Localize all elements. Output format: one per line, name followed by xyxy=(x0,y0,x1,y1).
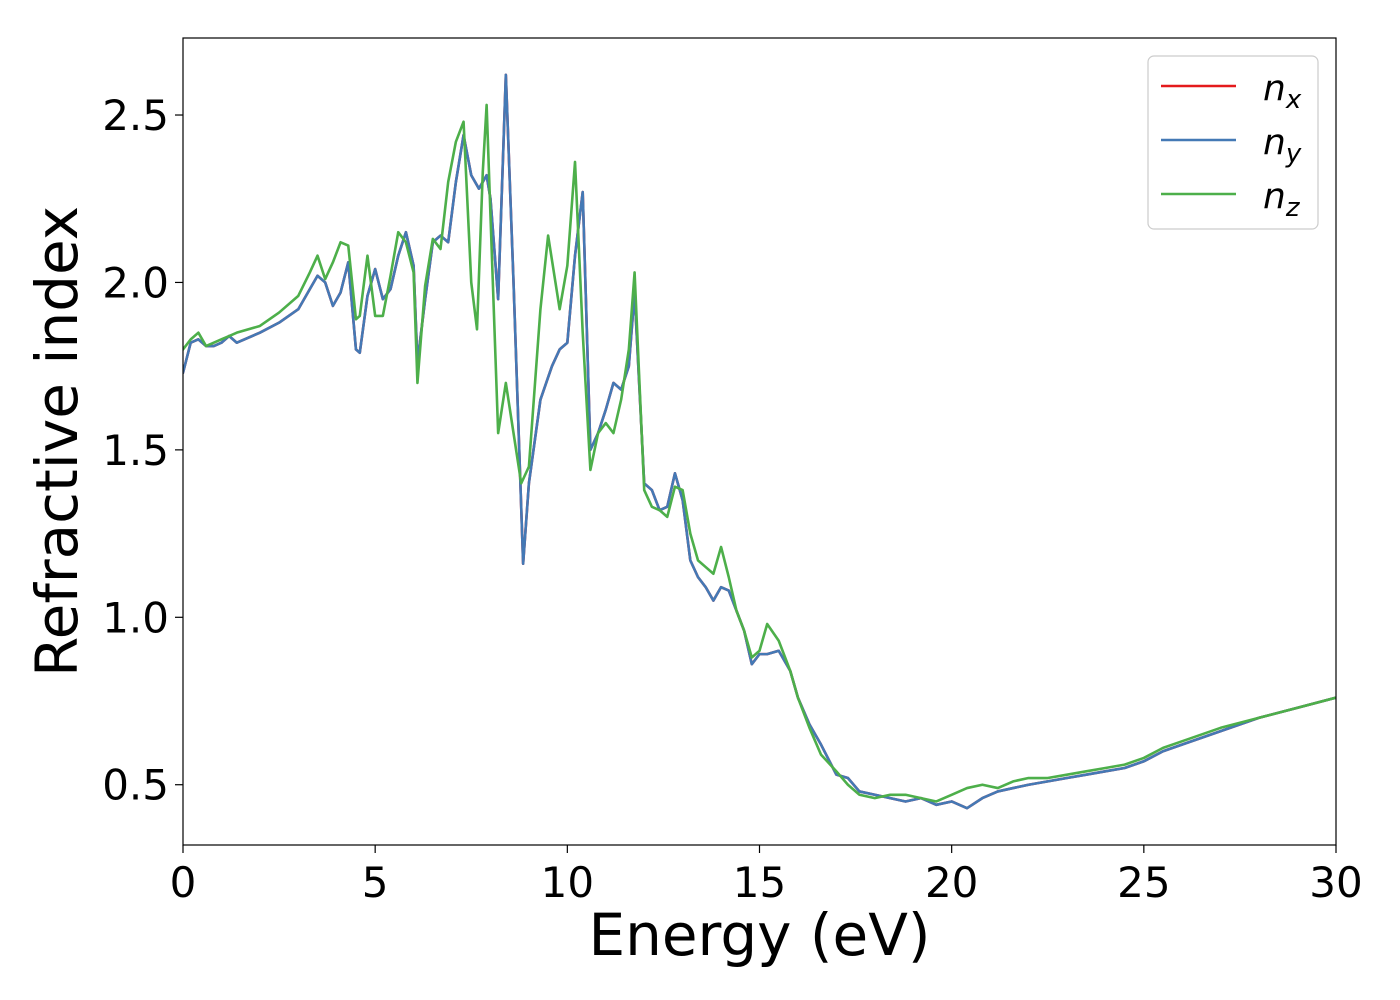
x-tick-label: 5 xyxy=(362,858,389,907)
y-tick-label: 2.0 xyxy=(102,258,169,307)
legend-box xyxy=(1147,55,1319,230)
y-tick-label: 0.5 xyxy=(102,761,169,810)
y-axis-label: Refractive index xyxy=(23,206,91,677)
series-layer xyxy=(183,73,1336,810)
y-tick-label: 1.5 xyxy=(102,426,169,475)
legend-label-base: n xyxy=(1263,122,1286,163)
legend-label-base: n xyxy=(1263,68,1286,109)
x-axis: 0 5 10 15 20 25 30 xyxy=(170,845,1363,907)
x-tick-label: 10 xyxy=(541,858,594,907)
x-tick-label: 25 xyxy=(1117,858,1170,907)
x-tick-label: 0 xyxy=(170,858,197,907)
legend-label-nx: nx xyxy=(1263,68,1302,115)
legend-label-subscript: x xyxy=(1285,85,1302,115)
x-axis-label: Energy (eV) xyxy=(588,901,930,969)
legend-label-base: n xyxy=(1263,176,1286,217)
x-tick-label: 30 xyxy=(1309,858,1362,907)
y-tick-label: 1.0 xyxy=(102,593,169,642)
series-line-nz xyxy=(183,103,1336,803)
legend-label-nz: nz xyxy=(1263,176,1301,223)
legend-label-ny: ny xyxy=(1263,122,1302,169)
y-tick-label: 2.5 xyxy=(102,91,169,140)
x-tick-label: 20 xyxy=(925,858,978,907)
legend-label-subscript: z xyxy=(1285,193,1301,223)
x-tick-label: 15 xyxy=(733,858,786,907)
series-line-ny xyxy=(183,73,1336,810)
legend-label-subscript: y xyxy=(1285,139,1302,169)
y-axis: 0.5 1.0 1.5 2.0 2.5 xyxy=(102,91,183,810)
